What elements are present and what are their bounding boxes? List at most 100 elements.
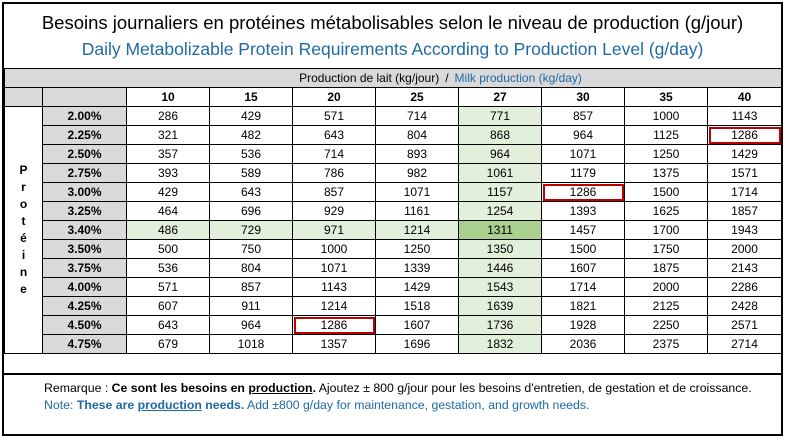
value-cell: 1143 [706,106,783,126]
protein-percent-cell: 2.50% [42,144,127,164]
value-cell: 607 [126,296,210,316]
remark-english-bold: These are [76,398,138,412]
value-cell: 1714 [706,182,783,202]
protein-percent-cell: 4.50% [42,315,127,335]
value-cell: 1339 [375,258,459,278]
value-cell: 2714 [706,334,783,354]
value-cell: 286 [126,106,210,126]
value-cell: 1071 [292,258,376,278]
production-header-english: Milk production (kg/day) [454,70,582,85]
value-cell: 536 [126,258,210,278]
value-cell: 2143 [706,258,783,278]
value-cell: 2000 [706,239,783,259]
value-cell: 2000 [624,277,708,297]
value-cell: 771 [458,106,542,126]
value-cell: 1143 [292,277,376,297]
value-cell: 1607 [375,315,459,335]
table-row: 3.75% 536 804 1071 1339 1446 1607 1875 2143 [5,258,783,278]
value-cell: 2428 [706,296,783,316]
value-cell: 1357 [292,334,376,354]
value-cell: 500 [126,239,210,259]
value-cell: 1018 [209,334,293,354]
protein-percent-cell: 4.75% [42,334,127,354]
table-row: 3.40% 486 729 971 1214 1311 1457 1700 1943 [5,220,783,240]
value-cell: 696 [209,201,293,221]
value-cell: 589 [209,163,293,183]
production-header-separator: / [445,70,449,85]
value-cell: 2375 [624,334,708,354]
production-header-french: Production de lait (kg/jour) [299,70,440,85]
value-cell: 1350 [458,239,542,259]
remark-english-bold-end: needs. [201,398,245,412]
title-english: Daily Metabolizable Protein Requirements… [81,39,704,59]
value-cell: 1157 [458,182,542,202]
remark-french: Remarque : Ce sont les besoins en produc… [44,380,773,397]
value-cell: 893 [375,144,459,164]
column-header: 35 [624,87,708,107]
value-cell: 1429 [706,144,783,164]
table-row: 4.25% 607 911 1214 1518 1639 1821 2125 2428 [5,296,783,316]
value-cell: 643 [209,182,293,202]
value-cell: 429 [209,106,293,126]
table-row: 4.00% 571 857 1143 1429 1543 1714 2000 2286 [5,277,783,297]
value-cell: 729 [209,220,293,240]
value-cell: 857 [292,182,376,202]
table-row: 2.50% 357 536 714 893 964 1071 1250 1429 [5,144,783,164]
column-header: 25 [375,87,459,107]
value-cell: 1457 [541,220,625,240]
remark-english-underlined: production [137,398,202,412]
protein-percent-cell: 3.50% [42,239,127,259]
value-cell: 393 [126,163,210,183]
requirements-table-frame: Besoins journaliers en protéines métabol… [2,2,783,436]
production-header: Production de lait (kg/jour) / Milk produc… [3,68,783,88]
value-cell: 1500 [541,239,625,259]
value-cell: 486 [126,220,210,240]
column-header: 20 [292,87,376,107]
value-cell: 714 [292,144,376,164]
table-row: 3.50% 500 750 1000 1250 1350 1500 1750 2000 [5,239,783,259]
value-cell: 536 [209,144,293,164]
value-cell: 679 [126,334,210,354]
value-cell: 1000 [292,239,376,259]
remark-english-prefix: Note: [44,398,77,412]
value-cell: 750 [209,239,293,259]
value-cell: 1179 [541,163,625,183]
value-cell: 321 [126,125,210,145]
value-cell: 857 [209,277,293,297]
corner-cell [4,87,43,107]
title-block: Besoins journaliers en protéines métabol… [4,4,781,70]
protein-percent-cell: 3.25% [42,201,127,221]
value-cell: 971 [292,220,376,240]
value-cell: 1375 [624,163,708,183]
value-cell: 1446 [458,258,542,278]
value-cell: 1607 [541,258,625,278]
remark-french-bold-end: . [312,381,316,395]
value-cell: 1214 [375,220,459,240]
value-cell: 1250 [375,239,459,259]
value-cell: 1254 [458,201,542,221]
value-cell: 1071 [541,144,625,164]
table-row: 3.00% 429 643 857 1071 1157 1286 1500 1714 [5,182,783,202]
value-cell: 804 [375,125,459,145]
value-cell: 982 [375,163,459,183]
value-cell: 2286 [706,277,783,297]
column-header: 10 [126,87,210,107]
value-cell: 2250 [624,315,708,335]
protein-percent-cell: 4.00% [42,277,127,297]
corner-cell [42,87,127,107]
production-header-row: Production de lait (kg/jour) / Milk produc… [3,68,783,88]
value-cell: 1214 [292,296,376,316]
value-cell: 1714 [541,277,625,297]
protein-requirements-table: Production de lait (kg/jour) / Milk produc… [3,68,783,354]
value-cell: 1071 [375,182,459,202]
table-row: 2.75% 393 589 786 982 1061 1179 1375 1571 [5,163,783,183]
value-cell: 857 [541,106,625,126]
protein-percent-cell: 3.40% [42,220,127,240]
value-cell: 1286 [292,315,376,335]
value-cell: 1000 [624,106,708,126]
value-cell: 464 [126,201,210,221]
value-cell: 571 [292,106,376,126]
value-cell: 1286 [541,182,625,202]
table-row: 4.50% 643 964 1286 1607 1736 1928 2250 2571 [5,315,783,335]
